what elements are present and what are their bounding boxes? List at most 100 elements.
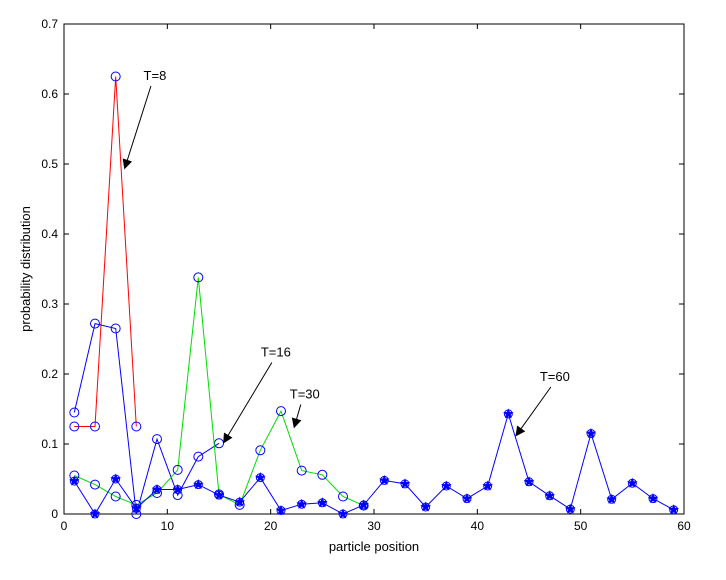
data-point-ring (400, 479, 410, 489)
data-point-ring (90, 509, 100, 519)
data-point (131, 421, 142, 432)
data-point (379, 474, 390, 485)
data-point (399, 478, 411, 489)
axes-layer: 0 10 20 30 40 50 60 0 0.1 0.2 0.3 0.4 0.5 0.6 0.7 (41, 17, 691, 533)
data-point (110, 323, 121, 334)
data-point-ring (441, 481, 451, 491)
data-point-ring (524, 477, 534, 487)
data-point (276, 406, 286, 417)
data-point (90, 421, 100, 432)
data-point (90, 479, 100, 490)
data-point-ring (565, 504, 575, 514)
series-layer (69, 71, 679, 519)
data-point-ring (503, 409, 513, 419)
data-point-ring (669, 505, 679, 515)
data-point (317, 469, 328, 480)
data-point-ring (421, 502, 431, 512)
data-point-ring (607, 494, 617, 504)
annotation: T=8 (122, 68, 167, 170)
data-point (131, 502, 142, 513)
data-point (565, 503, 576, 514)
data-point (110, 473, 121, 484)
data-point (110, 491, 121, 502)
data-point (172, 483, 183, 494)
annotation-arrow (223, 362, 273, 444)
data-point-ring (586, 429, 596, 438)
series-2 (69, 318, 224, 519)
data-point (296, 465, 307, 476)
annotation-label: T=60 (540, 369, 570, 384)
x-tick-label: 20 (264, 519, 278, 533)
data-point-ring (152, 485, 162, 494)
data-point (544, 490, 555, 501)
x-tick-label: 10 (161, 519, 175, 533)
data-point (110, 71, 121, 82)
data-point-ring (111, 474, 121, 484)
data-point (441, 480, 452, 491)
y-axis-label: probability distribution (18, 206, 33, 332)
data-point (503, 408, 514, 419)
data-point (69, 407, 80, 418)
series-4 (69, 408, 679, 519)
data-point (668, 504, 679, 515)
data-point (213, 489, 225, 500)
annotation-label: T=30 (290, 387, 320, 402)
x-tick-label: 50 (574, 519, 588, 533)
data-point (296, 498, 307, 509)
x-tick-label: 40 (471, 519, 485, 533)
data-point (275, 504, 287, 515)
data-point-ring (235, 497, 245, 507)
data-point (255, 472, 266, 483)
data-point (461, 493, 473, 504)
annotation: T=16 (223, 345, 291, 444)
data-point-ring (255, 473, 265, 483)
y-tick-label: 0.2 (41, 367, 58, 381)
annotation-label: T=8 (144, 68, 167, 83)
data-point (90, 318, 100, 329)
y-tick-label: 0.5 (41, 157, 58, 171)
data-point-ring (317, 498, 327, 508)
data-point-ring (627, 478, 637, 488)
data-point (420, 501, 431, 512)
x-axis-label: particle position (329, 539, 419, 554)
x-tick-label: 30 (367, 519, 381, 533)
y-tick-label: 0 (51, 507, 58, 521)
series-line (74, 76, 137, 427)
data-point (193, 451, 204, 462)
data-point (193, 272, 204, 283)
annotation-arrow (122, 85, 152, 170)
annotation-label: T=16 (261, 345, 291, 360)
y-tick-label: 0.3 (41, 297, 58, 311)
series-line (73, 322, 220, 515)
data-point-ring (483, 481, 493, 491)
x-tick-label: 60 (677, 519, 691, 533)
annotation-arrow (515, 386, 552, 437)
data-point (606, 493, 617, 504)
data-point (647, 493, 659, 504)
data-point (317, 497, 328, 508)
annotation: T=60 (515, 369, 570, 437)
data-point-ring (359, 500, 369, 510)
data-point-ring (193, 480, 203, 490)
data-point-ring (297, 499, 307, 509)
data-point-ring (648, 494, 658, 504)
data-point (172, 464, 183, 475)
data-point (482, 480, 493, 491)
data-point (152, 434, 162, 445)
data-point-ring (173, 485, 183, 494)
y-tick-label: 0.7 (41, 17, 58, 31)
data-point-ring (462, 494, 472, 504)
series-1 (69, 71, 142, 432)
data-point (69, 475, 80, 486)
data-point (585, 427, 597, 438)
data-point (89, 508, 101, 519)
annotation-layer: T=8 T=16 T=30 T=60 (122, 68, 570, 444)
data-point-ring (131, 503, 141, 513)
y-tick-label: 0.6 (41, 87, 58, 101)
data-point-ring (69, 476, 79, 486)
data-point (255, 445, 266, 456)
data-point (193, 479, 204, 490)
y-tick-label: 0.1 (41, 437, 58, 451)
data-point (523, 476, 535, 487)
